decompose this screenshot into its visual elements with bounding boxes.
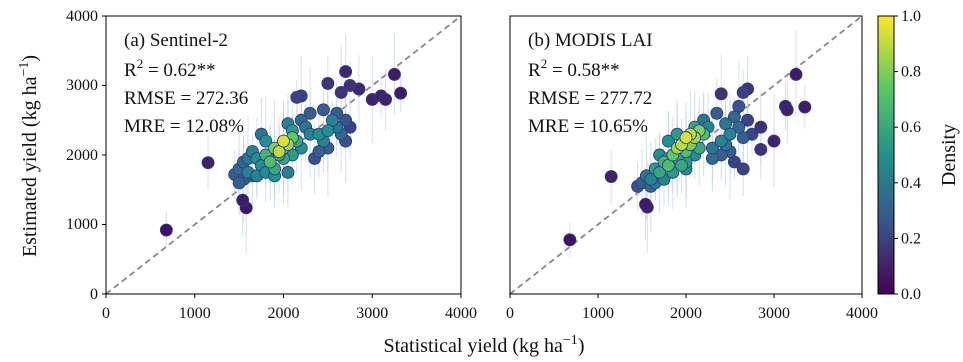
panel-b-point [767,134,781,148]
x-axis-label: Statistical yield (kg ha−1) [384,333,585,357]
panel-b-point [714,87,728,101]
panel-a-point [303,106,317,120]
panel-a-y-tick-4000: 4000 [66,8,98,25]
panel-b-point [789,67,803,81]
panel-a-point [290,90,304,104]
panel-a-point [201,156,215,170]
panel-a-y-tick-0: 0 [90,286,98,303]
panel-b-point [732,120,746,134]
panel-b-x-tick-0: 0 [506,305,514,322]
panel-b-x-tick-3000: 3000 [758,305,790,322]
colorbar-gradient [877,15,895,295]
panel-a-marks [105,15,462,295]
panel-a-point [321,124,335,138]
panel-b-point [736,85,750,99]
panel-a-y-tick-3000: 3000 [66,77,98,94]
panel-b-point [563,233,577,247]
panel-b-point [736,162,750,176]
panel-b-point [714,134,728,148]
panel-a-point [316,103,330,117]
panel-a-point [159,223,173,237]
colorbar: 0.0 0.2 0.4 0.6 0.8 1.0 Density [877,8,960,303]
panel-b-x-tick-4000: 4000 [846,305,878,322]
panel-b-point [780,103,794,117]
panel-a-x-tick-2000: 2000 [268,305,300,322]
panel-b-point [661,134,675,148]
panel-b-point [798,100,812,114]
panel-b-point [604,170,618,183]
panel-a-point [339,113,353,127]
panel-b-title: (b) MODIS LAI [528,30,653,51]
colorbar-tick-2: 0.4 [901,175,921,192]
panel-b-point [723,127,737,141]
panel-a-point [263,155,277,169]
panel-a-x-tick-1000: 1000 [179,305,211,322]
colorbar-tick-1: 0.2 [901,230,921,247]
colorbar-tick-4: 0.8 [901,64,921,81]
panel-b-x-ticks: 0 1000 2000 3000 4000 [506,294,878,322]
colorbar-tick-0: 0.0 [901,286,921,303]
colorbar-tick-3: 0.6 [901,119,921,136]
panel-a-point [343,79,357,92]
panel-b: (b) MODIS LAI R2 = 0.58** RMSE = 277.72 … [506,15,878,322]
panel-a-point [236,193,250,207]
panel-b-marks [509,15,863,295]
panel-b-point [639,197,652,211]
panel-a-x-tick-4000: 4000 [445,305,477,322]
y-axis-label: Estimated yield (kg ha−1) [17,55,41,257]
panel-a-point [259,134,273,148]
panel-a-point [387,67,401,81]
panel-a-point [379,92,393,106]
panel-b-point [675,158,689,172]
colorbar-tick-5: 1.0 [901,8,921,25]
panel-a-point [394,86,408,100]
panel-b-point [754,142,768,156]
colorbar-ticks: 0.0 0.2 0.4 0.6 0.8 1.0 [894,8,921,303]
panel-a-point [281,165,295,179]
panel-a-point [321,76,335,90]
panel-a-x-tick-3000: 3000 [356,305,388,322]
panel-a-point [232,176,246,190]
panel-a-y-tick-1000: 1000 [66,216,98,233]
panel-a-point [339,65,353,79]
panel-a-x-tick-0: 0 [102,305,110,322]
panel-a-y-tick-2000: 2000 [66,147,98,164]
panel-b-point [679,131,693,145]
panel-b-r2: R2 = 0.58** [528,56,620,81]
panel-b-point [710,106,724,120]
panel-b-x-tick-1000: 1000 [582,305,614,322]
panel-b-mre: MRE = 10.65% [528,116,648,137]
panel-b-point [705,141,719,155]
panel-a-r2: R2 = 0.62** [124,56,216,81]
panel-a-y-ticks: 0 1000 2000 3000 4000 [66,8,106,303]
panel-a-point [277,134,290,148]
panel-a-rmse: RMSE = 272.36 [124,88,248,109]
panel-a-point [334,85,348,99]
panel-b-x-tick-2000: 2000 [670,305,702,322]
panel-a: (a) Sentinel-2 R2 = 0.62** RMSE = 272.36… [66,8,477,322]
panel-a-mre: MRE = 12.08% [124,116,244,137]
panel-a-x-ticks: 0 1000 2000 3000 4000 [102,294,477,322]
panel-b-rmse: RMSE = 277.72 [528,88,652,109]
colorbar-label: Density [938,124,960,186]
panel-b-point [741,113,755,127]
panel-a-title: (a) Sentinel-2 [124,30,228,51]
panel-b-point [754,120,768,134]
